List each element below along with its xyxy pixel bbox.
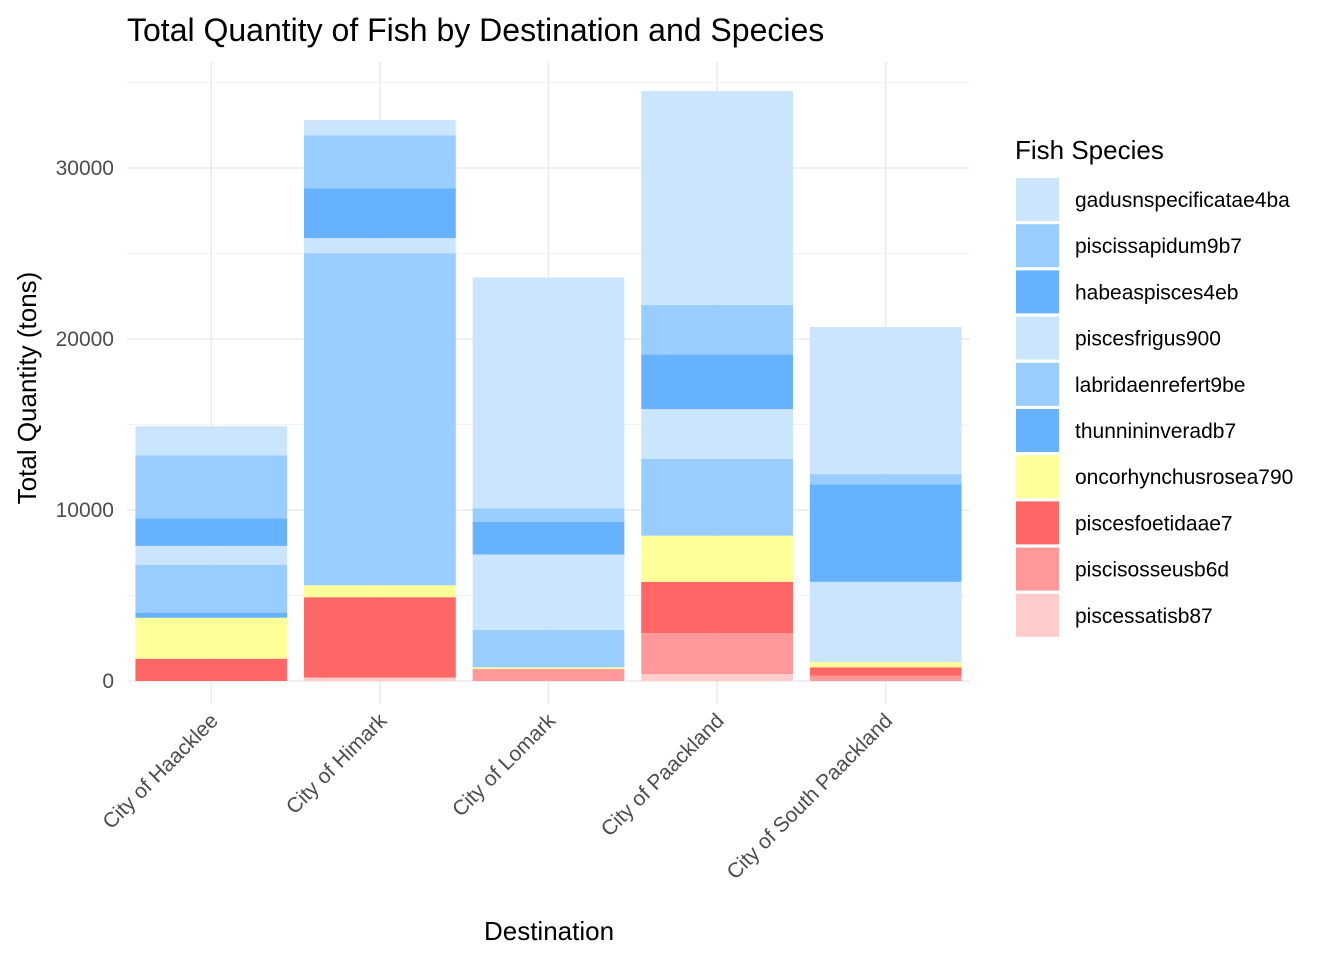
y-tick-label: 30000 — [56, 157, 114, 180]
bar-segment — [809, 675, 962, 681]
legend-label: piscisosseusb6d — [1075, 559, 1229, 582]
legend-label: piscesfrigus900 — [1075, 328, 1221, 351]
bar-segment — [304, 120, 456, 136]
legend-label: piscissapidum9b7 — [1075, 235, 1242, 258]
bar-segment — [641, 535, 793, 582]
bar-segment — [809, 662, 962, 668]
bar-segment — [135, 617, 288, 659]
bar-segment — [641, 581, 793, 634]
bar-segment — [641, 458, 793, 536]
legend-key — [1016, 178, 1059, 221]
bar-segment — [304, 135, 456, 189]
bar-segment — [472, 521, 625, 555]
bar-segment — [304, 238, 456, 254]
bar-segment — [641, 674, 793, 681]
bar-segment — [472, 667, 625, 670]
bar-segment — [135, 518, 288, 546]
y-axis-title: Total Quantity (tons) — [12, 272, 42, 505]
bar-segment — [472, 277, 625, 509]
legend-key — [1016, 316, 1059, 360]
bar-segment — [472, 669, 625, 681]
legend-key — [1016, 224, 1059, 268]
x-tick-label: City of Haacklee — [98, 709, 222, 833]
x-tick-label: City of Himark — [282, 709, 392, 819]
bar-segment — [304, 188, 456, 239]
bar-stacks — [135, 91, 962, 681]
bar-segment — [641, 91, 793, 305]
bar-segment — [135, 455, 288, 519]
legend-label: labridaenrefert9be — [1075, 374, 1245, 397]
bar-segment — [641, 354, 793, 410]
legend-key — [1016, 547, 1059, 591]
legend-key — [1016, 501, 1059, 545]
bar-segment — [135, 545, 288, 565]
legend-label: gadusnspecificatae4ba — [1075, 189, 1290, 212]
legend-label: oncorhynchusrosea790 — [1075, 466, 1293, 489]
bar-segment — [809, 581, 962, 663]
bar-segment — [135, 426, 288, 456]
legend-key — [1016, 409, 1059, 452]
y-tick-label: 20000 — [56, 328, 114, 351]
bar-segment — [472, 508, 625, 522]
bar-segment — [809, 667, 962, 676]
legend-title: Fish Species — [1015, 135, 1164, 165]
bar-segment — [304, 677, 456, 681]
y-tick-label: 0 — [102, 670, 114, 693]
bar-segment — [304, 585, 456, 598]
legend-label: piscesfoetidaae7 — [1075, 512, 1233, 535]
y-tick-label: 10000 — [56, 499, 114, 522]
legend-key — [1016, 270, 1059, 314]
legend-key — [1016, 362, 1059, 406]
bar-segment — [809, 474, 962, 485]
bar-segment — [135, 658, 288, 681]
legend: Fish Species gadusnspecificatae4ba piscis… — [1015, 135, 1293, 637]
bar-segment — [304, 597, 456, 678]
bar-segment — [472, 554, 625, 630]
bar-segment — [135, 564, 288, 613]
x-tick-label: City of Paackland — [597, 709, 729, 841]
x-tick-label: City of South Paackland — [722, 709, 897, 884]
bar-segment — [809, 327, 962, 475]
x-axis-title: Destination — [484, 916, 614, 946]
y-axis-ticks: 0 10000 20000 30000 — [56, 157, 114, 693]
x-axis-ticks: City of Haacklee City of Himark City of Lo… — [98, 709, 897, 884]
x-tick-label: City of Lomark — [448, 709, 560, 821]
bar-segment — [304, 253, 456, 586]
bar-segment — [809, 484, 962, 582]
bar-segment — [641, 304, 793, 355]
legend-key — [1016, 593, 1059, 637]
legend-label: thunnininveradb7 — [1075, 420, 1236, 443]
bar-segment — [641, 409, 793, 459]
legend-label: habeaspisces4eb — [1075, 281, 1238, 304]
legend-key — [1016, 455, 1059, 499]
legend-label: piscessatisb87 — [1075, 605, 1213, 628]
chart-title: Total Quantity of Fish by Destination an… — [127, 12, 824, 48]
bar-segment — [472, 629, 625, 668]
bar-segment — [641, 633, 793, 675]
bar-segment — [135, 612, 288, 618]
